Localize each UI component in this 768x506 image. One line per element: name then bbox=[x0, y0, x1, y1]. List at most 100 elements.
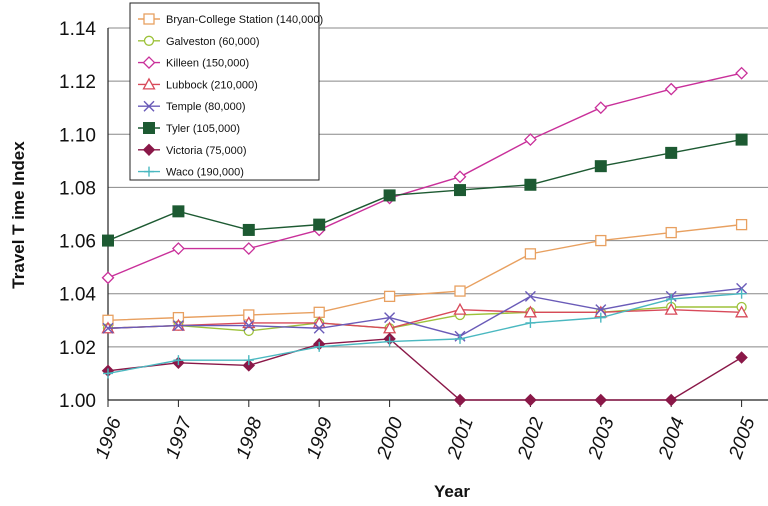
legend-item: Temple (80,000) bbox=[138, 100, 246, 113]
x-tick-label: 1996 bbox=[92, 414, 126, 461]
data-point bbox=[453, 393, 467, 407]
data-point bbox=[595, 304, 607, 316]
y-axis-title: Travel T ime Index bbox=[9, 141, 28, 289]
data-point bbox=[735, 133, 748, 146]
data-point bbox=[453, 170, 467, 184]
series-6 bbox=[101, 332, 748, 407]
series-line bbox=[107, 293, 742, 375]
legend-item: Bryan-College Station (140,000) bbox=[138, 13, 323, 26]
data-point bbox=[142, 77, 156, 90]
series-line bbox=[107, 308, 742, 329]
series-line bbox=[107, 306, 742, 332]
legend-label: Waco (190,000) bbox=[166, 167, 244, 179]
y-tick-label: 1.10 bbox=[59, 125, 96, 146]
legend: Bryan-College Station (140,000) Galveston… bbox=[129, 2, 323, 181]
series-0 bbox=[102, 218, 748, 326]
series-5 bbox=[102, 133, 748, 247]
legend-label: Lubbock (210,000) bbox=[166, 79, 258, 91]
data-point bbox=[664, 302, 678, 315]
marker-stroke bbox=[143, 100, 155, 112]
y-tick-label: 1.12 bbox=[59, 72, 96, 93]
x-axis-title: Year bbox=[434, 482, 470, 501]
data-point bbox=[594, 393, 608, 407]
series-line bbox=[107, 287, 742, 337]
data-point bbox=[102, 234, 114, 247]
data-point bbox=[102, 322, 114, 334]
legend-box bbox=[129, 2, 320, 181]
legend-item: Galveston (60,000) bbox=[138, 35, 260, 48]
series-line bbox=[107, 72, 742, 279]
data-point bbox=[453, 302, 467, 315]
data-point bbox=[523, 305, 537, 318]
data-point bbox=[595, 234, 607, 247]
data-point bbox=[665, 146, 678, 159]
marker-stroke bbox=[736, 282, 748, 294]
data-point bbox=[243, 355, 254, 366]
data-point bbox=[242, 359, 256, 372]
data-point bbox=[454, 184, 466, 197]
legend-item: Lubbock (210,000) bbox=[138, 77, 258, 91]
legend-label: Temple (80,000) bbox=[166, 101, 246, 113]
y-axis-ticks: 1.00 1.02 1.04 1.06 1.08 1.10 1.12 1.14 bbox=[59, 19, 96, 412]
y-tick-label: 1.02 bbox=[59, 338, 96, 359]
data-point bbox=[524, 178, 537, 191]
legend-item: Waco (190,000) bbox=[138, 166, 244, 179]
data-point bbox=[384, 336, 395, 347]
data-point bbox=[664, 393, 678, 407]
x-tick-label: 1997 bbox=[162, 413, 197, 461]
y-tick-label: 1.14 bbox=[59, 19, 96, 40]
data-point bbox=[735, 66, 749, 80]
data-point bbox=[523, 133, 537, 147]
data-point bbox=[736, 288, 747, 299]
x-tick-label: 1999 bbox=[303, 414, 337, 461]
x-tick-label: 2004 bbox=[655, 415, 690, 463]
legend-item: Victoria (75,000) bbox=[138, 143, 247, 157]
x-axis-ticks: 1996 1997 1998 1999 2000 2001 2002 2003 2004 2005 bbox=[92, 400, 760, 463]
marker-stroke bbox=[172, 320, 184, 332]
series-7 bbox=[103, 288, 747, 379]
data-point bbox=[101, 271, 115, 285]
data-point bbox=[594, 101, 608, 115]
series-line bbox=[107, 223, 742, 321]
data-point bbox=[143, 100, 155, 112]
x-tick-label: 2001 bbox=[443, 415, 478, 463]
data-point bbox=[143, 13, 155, 25]
data-point bbox=[143, 122, 155, 134]
series-line bbox=[107, 338, 742, 401]
y-tick-label: 1.08 bbox=[59, 178, 96, 199]
data-point bbox=[735, 305, 749, 318]
data-point bbox=[454, 285, 466, 297]
data-point bbox=[595, 312, 606, 323]
marker-stroke bbox=[524, 290, 536, 302]
y-tick-label: 1.06 bbox=[59, 232, 96, 253]
data-point bbox=[172, 205, 185, 218]
data-point bbox=[524, 248, 537, 260]
marker-stroke bbox=[313, 322, 325, 334]
data-point bbox=[665, 226, 677, 239]
x-tick-label: 2003 bbox=[584, 414, 619, 462]
data-point bbox=[313, 322, 325, 334]
data-point bbox=[142, 56, 156, 70]
legend-item: Tyler (105,000) bbox=[138, 122, 240, 135]
data-point bbox=[735, 218, 748, 231]
data-point bbox=[524, 393, 537, 407]
legend-label: Killeen (150,000) bbox=[166, 58, 249, 70]
series-line bbox=[107, 138, 742, 242]
data-point bbox=[242, 223, 255, 236]
data-point bbox=[173, 355, 184, 366]
data-point bbox=[172, 320, 184, 332]
data-point bbox=[594, 160, 607, 173]
y-tick-label: 1.04 bbox=[59, 285, 96, 306]
data-point bbox=[664, 82, 678, 96]
x-tick-label: 2000 bbox=[373, 414, 408, 462]
x-tick-label: 2005 bbox=[725, 414, 760, 462]
data-point bbox=[314, 341, 325, 352]
legend-label: Galveston (60,000) bbox=[166, 36, 260, 48]
x-tick-label: 1998 bbox=[233, 414, 267, 461]
legend-label: Tyler (105,000) bbox=[166, 123, 240, 135]
series-4 bbox=[102, 282, 748, 342]
data-point bbox=[525, 317, 536, 328]
data-point bbox=[171, 242, 185, 255]
data-point bbox=[383, 189, 396, 202]
